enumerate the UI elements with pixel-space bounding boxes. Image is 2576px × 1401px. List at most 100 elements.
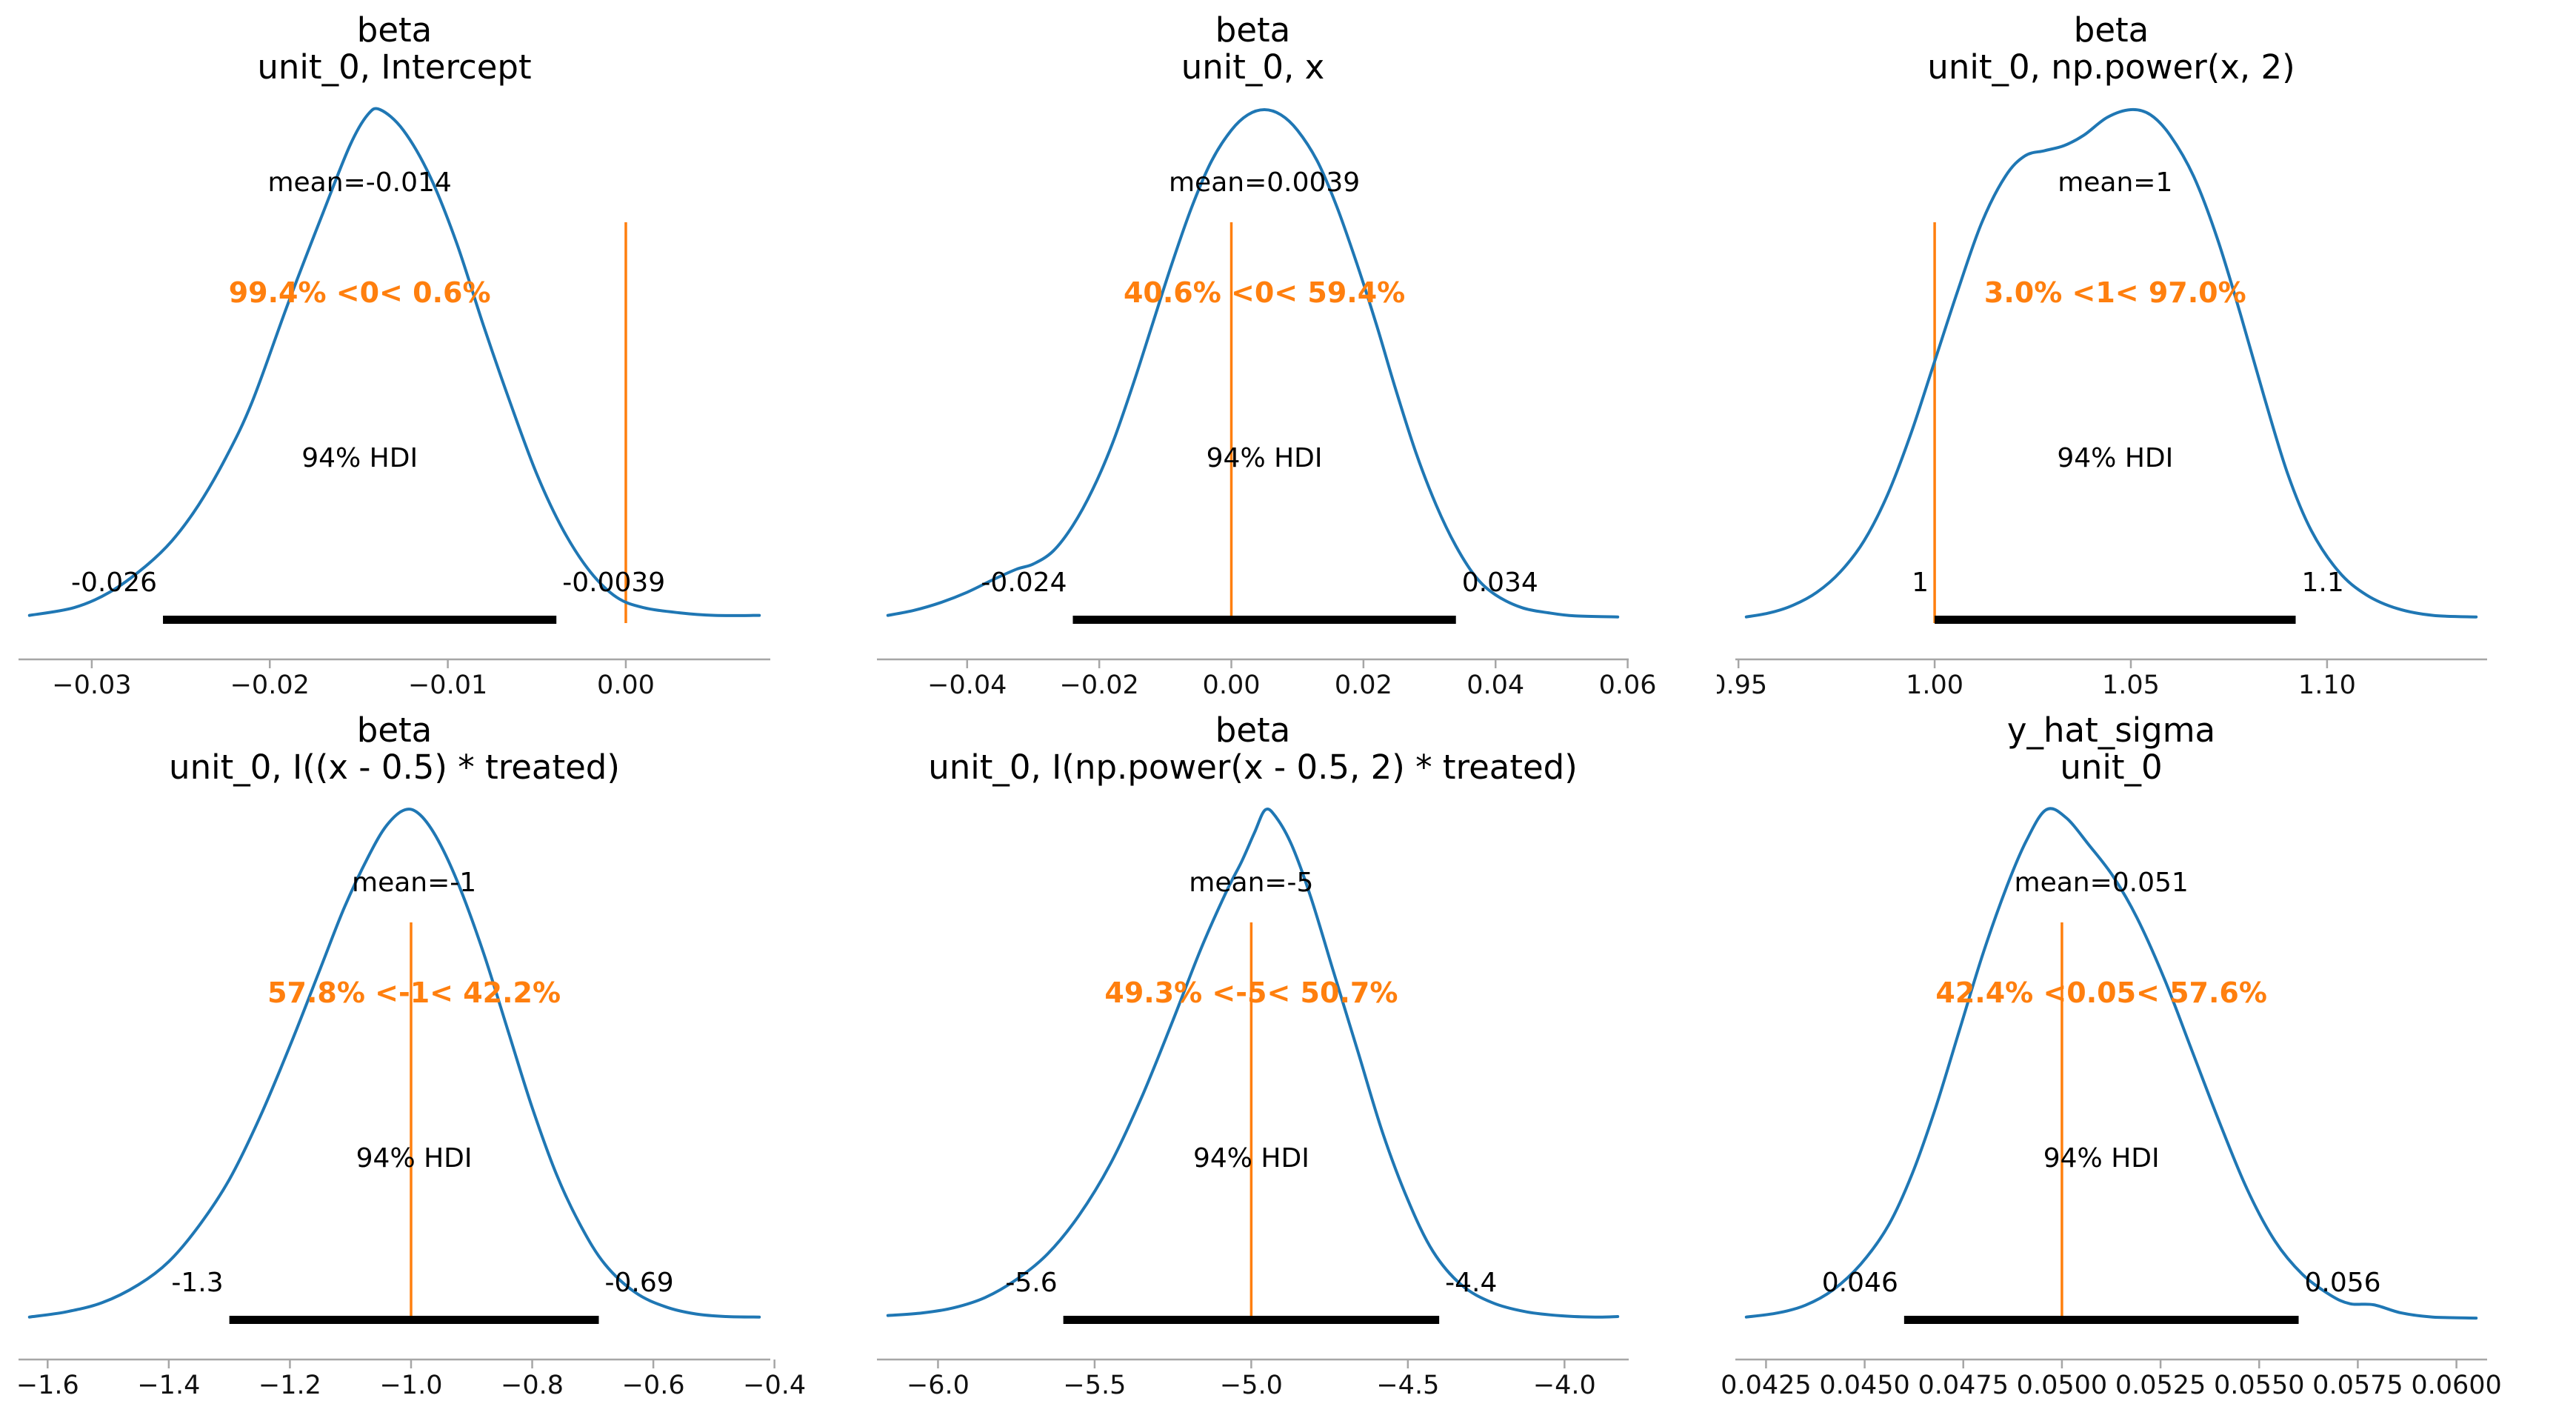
x-tick-label: 1.10 (2298, 670, 2356, 700)
hdi-high-label: -0.69 (605, 1268, 674, 1298)
hdi-low-label: -5.6 (1005, 1268, 1057, 1298)
x-tick-label: −0.6 (622, 1371, 685, 1400)
x-tick-label: 0.95 (1717, 670, 1767, 700)
hdi-bar (1063, 1316, 1440, 1324)
hdi-low-label: -0.026 (71, 568, 157, 598)
hdi-high-label: 0.034 (1462, 568, 1538, 598)
mean-annotation: mean=1 (2058, 167, 2172, 198)
x-tick-label: 0.0450 (1819, 1371, 1909, 1400)
panel-title-line2: unit_0 (2060, 748, 2162, 787)
hdi-bar (1935, 616, 2296, 624)
x-tick-label: 0.00 (597, 670, 655, 700)
posterior-panel-2: 0.95 1.00 1.05 1.10 beta unit_0, np.power(x, … (1717, 0, 2575, 700)
x-tick-label: 0.0500 (2017, 1371, 2107, 1400)
x-tick-label: −6.0 (907, 1371, 970, 1400)
x-tick-label: −1.2 (258, 1371, 321, 1400)
mean-annotation: mean=-0.014 (267, 167, 451, 198)
hdi-title: 94% HDI (301, 443, 418, 473)
kde-curve (1744, 807, 2478, 1320)
hdi-high-label: 0.056 (2305, 1268, 2381, 1298)
hdi-bar (1072, 616, 1456, 624)
x-tick-label: −0.04 (927, 670, 1007, 700)
posterior-panel-1: −0.04 −0.02 0.00 0.02 0.04 0.06 beta unit_0, x m… (858, 0, 1717, 700)
posterior-kde-chart: 0.0425 0.0450 0.0475 0.0500 0.0525 0.0550 0.05… (1721, 711, 2502, 1400)
x-tick-label: 0.0550 (2214, 1371, 2304, 1400)
x-tick-label: 1.00 (1906, 670, 1963, 700)
x-tick-label: −5.0 (1220, 1371, 1283, 1400)
panel-title-line1: beta (357, 711, 432, 750)
x-tick-label: 0.04 (1466, 670, 1524, 700)
mean-annotation: mean=0.051 (2015, 868, 2189, 898)
x-tick-label: 0.0600 (2411, 1371, 2501, 1400)
x-tick-label: −0.01 (408, 670, 487, 700)
x-tick-label: −1.0 (379, 1371, 442, 1400)
ref-value-annotation: 42.4% <0.05< 57.6% (1935, 976, 2267, 1009)
hdi-high-label: -0.0039 (562, 568, 665, 598)
kde-curve (27, 808, 761, 1319)
mean-annotation: mean=-1 (352, 868, 476, 898)
x-tick-label: −0.03 (52, 670, 131, 700)
x-tick-label: 0.00 (1203, 670, 1261, 700)
mean-annotation: mean=-5 (1189, 868, 1313, 898)
x-tick-label: −0.02 (230, 670, 310, 700)
panel-title-line2: unit_0, np.power(x, 2) (1927, 47, 2295, 87)
x-tick-label: 0.02 (1335, 670, 1392, 700)
x-tick-label: −5.5 (1063, 1371, 1126, 1400)
ref-value-annotation: 3.0% <1< 97.0% (1984, 276, 2246, 309)
x-tick-label: 0.0575 (2312, 1371, 2403, 1400)
hdi-low-label: -0.024 (981, 568, 1067, 598)
ref-value-annotation: 40.6% <0< 59.4% (1124, 276, 1405, 309)
kde-curve (886, 108, 1620, 619)
hdi-title: 94% HDI (2043, 1143, 2160, 1174)
hdi-high-label: 1.1 (2302, 568, 2344, 598)
hdi-low-label: 0.046 (1822, 1268, 1898, 1298)
panel-title-line1: beta (2074, 10, 2149, 50)
hdi-title: 94% HDI (1193, 1143, 1309, 1174)
hdi-low-label: 1 (1912, 568, 1929, 598)
hdi-title: 94% HDI (2057, 443, 2173, 473)
mean-annotation: mean=0.0039 (1169, 167, 1360, 198)
ref-value-annotation: 57.8% <-1< 42.2% (267, 976, 561, 1009)
hdi-bar (163, 616, 557, 624)
hdi-low-label: -1.3 (171, 1268, 223, 1298)
panel-title-line2: unit_0, x (1181, 47, 1325, 87)
posterior-kde-chart: −1.6 −1.4 −1.2 −1.0 −0.8 −0.6 −0.4 betaunit_0, … (16, 711, 806, 1400)
panel-title-line1: y_hat_sigma (2007, 711, 2215, 750)
x-tick-label: 0.06 (1599, 670, 1657, 700)
hdi-title: 94% HDI (356, 1143, 473, 1174)
x-tick-label: −1.4 (137, 1371, 200, 1400)
x-tick-label: 0.0425 (1721, 1371, 1811, 1400)
x-tick-label: −4.0 (1533, 1371, 1596, 1400)
hdi-high-label: -4.4 (1445, 1268, 1497, 1298)
panel-title-line2: unit_0, Intercept (257, 47, 531, 87)
x-tick-label: −0.02 (1060, 670, 1139, 700)
kde-curve (886, 808, 1620, 1319)
posterior-panel-3: −1.6 −1.4 −1.2 −1.0 −0.8 −0.6 −0.4 beta unit_0, … (0, 700, 858, 1400)
hdi-bar (1903, 1316, 2299, 1324)
panel-title-line1: beta (357, 10, 432, 50)
posterior-panel-5: 0.0425 0.0450 0.0475 0.0500 0.0525 0.0550 0.05… (1717, 700, 2575, 1400)
x-tick-label: −0.4 (743, 1371, 806, 1400)
posterior-panel-0: −0.03 −0.02 −0.01 0.00 beta unit_0, Intercept… (0, 0, 858, 700)
panel-title-line1: beta (1215, 711, 1290, 750)
x-tick-label: −4.5 (1376, 1371, 1439, 1400)
x-tick-label: 0.0525 (2115, 1371, 2206, 1400)
hdi-bar (229, 1316, 599, 1324)
x-tick-label: −0.8 (501, 1371, 564, 1400)
posterior-panel-4: −6.0 −5.5 −5.0 −4.5 −4.0 beta unit_0, I(np.pow… (858, 700, 1717, 1400)
panel-title-line2: unit_0, I((x - 0.5) * treated) (169, 748, 620, 787)
x-tick-label: 1.05 (2102, 670, 2160, 700)
ref-value-annotation: 99.4% <0< 0.6% (229, 276, 491, 309)
kde-curve (1744, 107, 2478, 619)
x-tick-label: 0.0475 (1918, 1371, 2009, 1400)
panel-title-line2: unit_0, I(np.power(x - 0.5, 2) * treated… (928, 748, 1578, 787)
ref-value-annotation: 49.3% <-5< 50.7% (1104, 976, 1398, 1009)
hdi-title: 94% HDI (1207, 443, 1323, 473)
x-tick-label: −1.6 (16, 1371, 79, 1400)
panel-title-line1: beta (1215, 10, 1290, 50)
